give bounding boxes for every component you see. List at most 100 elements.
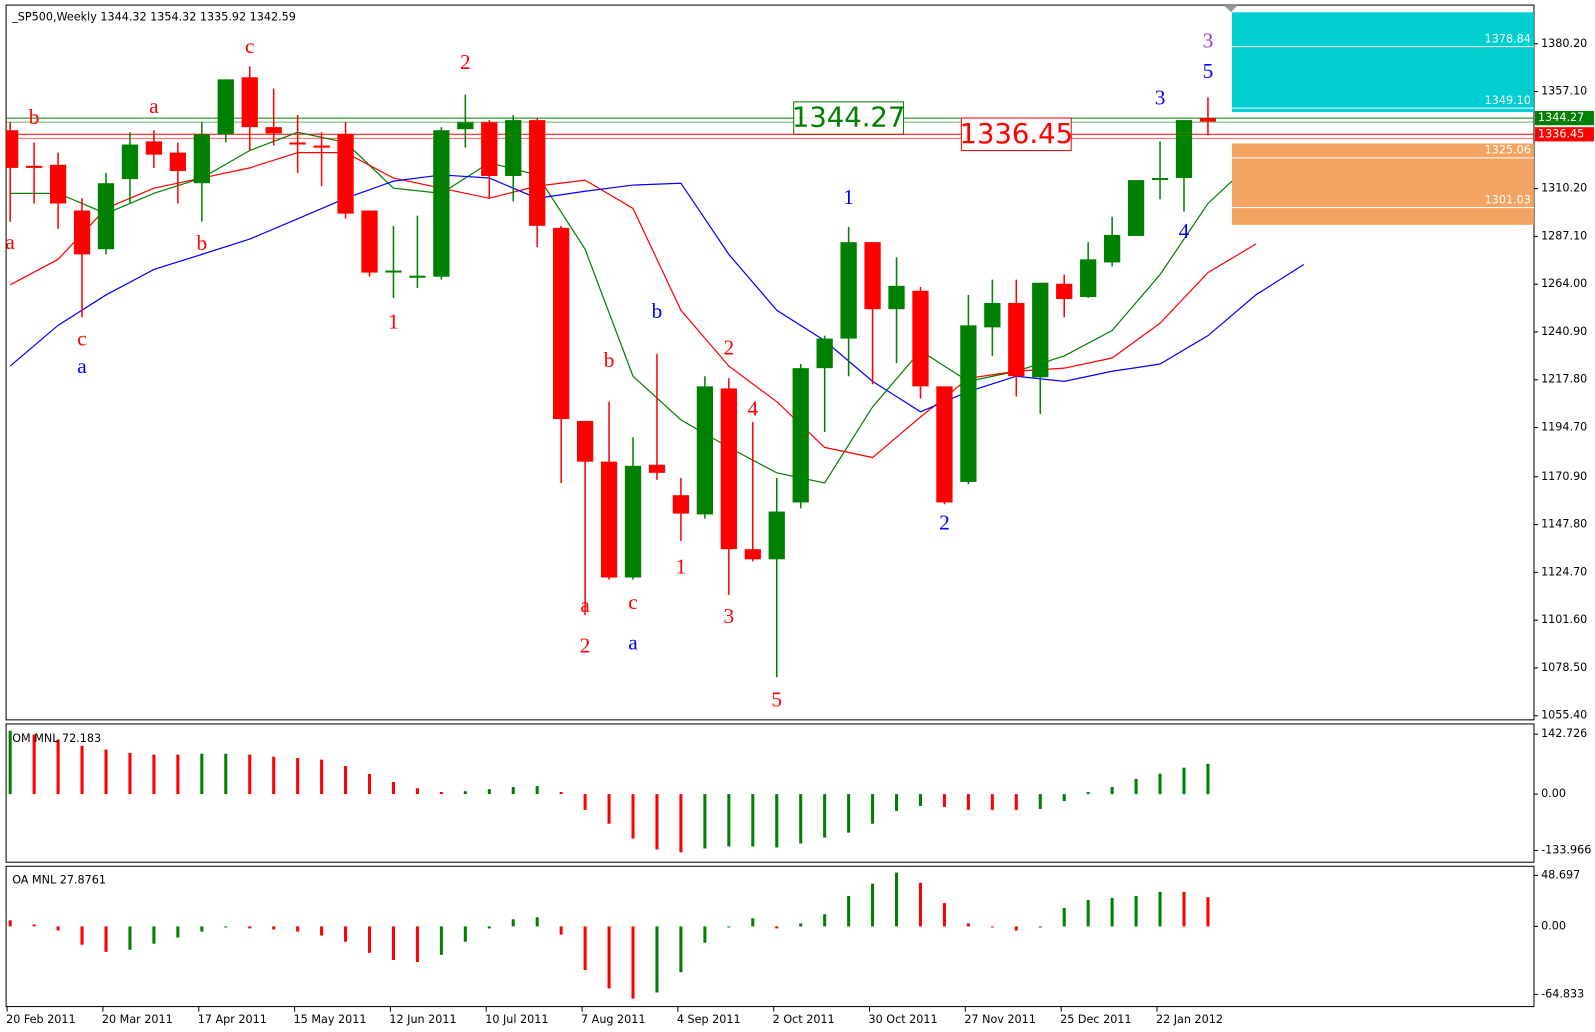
- candle-body: [960, 325, 977, 482]
- y-tick-label: 1194.70: [1541, 421, 1587, 434]
- candle-body: [936, 386, 953, 503]
- axis-badge-label: 1336.45: [1538, 127, 1584, 140]
- om-title: OM MNL 72.183: [12, 732, 101, 745]
- y-tick-label: -64.833: [1541, 987, 1584, 1000]
- oa-title: OA MNL 27.8761: [12, 874, 106, 887]
- candle-body: [433, 130, 450, 277]
- y-tick-label: 1357.10: [1541, 85, 1587, 98]
- x-tick-label: 10 Jul 2011: [485, 1013, 548, 1026]
- candle-body: [457, 122, 474, 130]
- candle-body: [241, 77, 258, 128]
- level-box: [960, 117, 1072, 152]
- wave-label: 3: [1203, 29, 1214, 53]
- x-tick-label: 12 Jun 2011: [389, 1013, 456, 1026]
- wave-label: 3: [1155, 86, 1166, 110]
- wave-label: b: [29, 105, 40, 129]
- wave-label: b: [196, 231, 207, 255]
- y-tick-label: 1287.10: [1541, 229, 1587, 242]
- candle-body: [313, 145, 330, 148]
- zone-level-label: 1378.84: [1485, 32, 1531, 45]
- candle-body: [984, 302, 1001, 328]
- candle-body: [912, 290, 929, 387]
- x-tick-label: 15 May 2011: [294, 1013, 367, 1026]
- candle-body: [672, 495, 690, 514]
- candle-body: [864, 242, 881, 310]
- candle-body: [25, 165, 43, 168]
- candle-body: [97, 183, 115, 250]
- candle-body: [888, 285, 905, 310]
- candle-body: [505, 120, 522, 176]
- y-tick-label: 1078.50: [1541, 661, 1587, 674]
- candle-body: [1056, 283, 1073, 300]
- wave-label: 5: [771, 688, 782, 712]
- candle-body: [576, 420, 594, 462]
- y-tick-label: 1240.90: [1541, 325, 1587, 338]
- x-tick-label: 20 Mar 2011: [102, 1013, 173, 1026]
- candle-body: [49, 164, 67, 204]
- moving-average: [9, 174, 1305, 413]
- wave-label: a: [580, 593, 590, 617]
- candle-body: [289, 142, 306, 145]
- candle-body: [193, 134, 210, 184]
- candle-body: [409, 275, 426, 278]
- candle-body: [840, 242, 857, 339]
- x-tick-label: 20 Feb 2011: [6, 1013, 76, 1026]
- candle-body: [337, 134, 354, 214]
- zone: [1231, 143, 1534, 225]
- candle-body: [169, 152, 186, 172]
- wave-label: 2: [460, 50, 471, 74]
- candle-body: [648, 464, 666, 473]
- oa-panel: [5, 865, 1535, 1008]
- wave-label: a: [77, 354, 87, 378]
- candle-body: [361, 210, 378, 273]
- candle-body: [385, 270, 402, 273]
- zone-level-label: 1301.03: [1485, 193, 1531, 206]
- zone-level-label: 1349.10: [1485, 94, 1531, 107]
- wave-label: b: [604, 348, 615, 372]
- y-tick-label: 1264.00: [1541, 277, 1587, 290]
- candle-body: [720, 388, 737, 550]
- candle-body: [792, 368, 809, 503]
- x-tick-label: 2 Oct 2011: [773, 1013, 835, 1026]
- candle-body: [1199, 117, 1217, 122]
- x-tick-label: 7 Aug 2011: [581, 1013, 645, 1026]
- candle-body: [553, 227, 570, 420]
- candle-body: [73, 210, 91, 255]
- candle-body: [145, 141, 163, 155]
- y-tick-label: 1217.80: [1541, 373, 1587, 386]
- candle-body: [481, 122, 498, 176]
- candle-body: [217, 79, 234, 135]
- x-tick-label: 27 Nov 2011: [964, 1013, 1036, 1026]
- candle-body: [1151, 178, 1169, 181]
- candle-body: [624, 465, 642, 578]
- axis-badge-label: 1344.27: [1538, 111, 1584, 124]
- axes: 1344.27 1336.45 1380.20 1357.10 1310.20 1287.…: [6, 37, 1594, 1026]
- x-tick-label: 30 Oct 2011: [869, 1013, 938, 1026]
- candle-body: [1080, 259, 1097, 297]
- shift-marker: [1223, 5, 1238, 13]
- y-tick-label: 0.00: [1541, 787, 1566, 800]
- wave-label: a: [5, 230, 15, 254]
- x-tick-label: 4 Sep 2011: [677, 1013, 741, 1026]
- wave-label: a: [628, 630, 638, 654]
- candle-body: [816, 338, 833, 369]
- axis-badge: [1534, 127, 1594, 142]
- wave-label: 1: [388, 309, 399, 333]
- x-tick-label: 25 Dec 2011: [1060, 1013, 1131, 1026]
- wave-label: 1: [676, 554, 687, 578]
- candle-body: [1103, 234, 1121, 263]
- y-tick-label: 1147.80: [1541, 518, 1587, 531]
- y-tick-label: 1055.40: [1541, 709, 1587, 722]
- zone-level-label: 1325.06: [1485, 144, 1531, 157]
- candle-body: [696, 386, 714, 515]
- candle-body: [121, 144, 139, 180]
- y-tick-label: 0.00: [1541, 919, 1566, 932]
- chart-title: _SP500,Weekly 1344.32 1354.32 1335.92 13…: [11, 10, 296, 23]
- candle-body: [1175, 120, 1193, 179]
- wave-label: 2: [724, 336, 735, 360]
- wave-label: 2: [580, 634, 591, 658]
- axis-badge: [1534, 110, 1594, 126]
- y-tick-label: 1310.20: [1541, 182, 1587, 195]
- y-tick-label: 1124.70: [1541, 565, 1587, 578]
